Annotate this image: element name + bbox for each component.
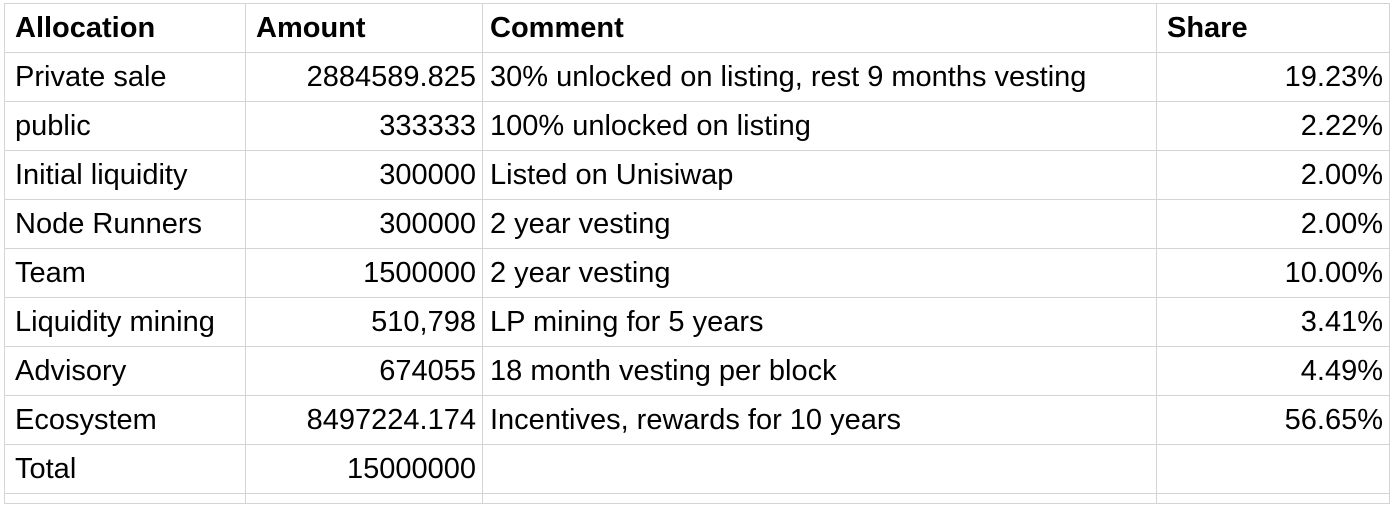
share-cell[interactable]: 10.00% (1156, 248, 1390, 298)
empty-cell[interactable] (245, 493, 483, 504)
share-cell[interactable]: 19.23% (1156, 52, 1390, 102)
share-cell[interactable]: 2.22% (1156, 101, 1390, 151)
comment-cell[interactable]: 100% unlocked on listing (482, 101, 1157, 151)
allocation-cell[interactable]: Ecosystem (4, 395, 246, 445)
share-cell[interactable]: 3.41% (1156, 297, 1390, 347)
comment-cell[interactable]: 18 month vesting per block (482, 346, 1157, 396)
table-row: Ecosystem 8497224.174 Incentives, reward… (4, 395, 1390, 445)
total-amount-cell[interactable]: 15000000 (245, 444, 483, 494)
total-row: Total 15000000 (4, 444, 1390, 494)
allocation-cell[interactable]: Private sale (4, 52, 246, 102)
empty-row (4, 493, 1390, 504)
allocation-cell[interactable]: Team (4, 248, 246, 298)
comment-cell[interactable]: 2 year vesting (482, 199, 1157, 249)
table-row: Team 1500000 2 year vesting 10.00% (4, 248, 1390, 298)
comment-cell[interactable]: 30% unlocked on listing, rest 9 months v… (482, 52, 1157, 102)
total-comment-cell[interactable] (482, 444, 1157, 494)
empty-cell[interactable] (482, 493, 1157, 504)
allocation-cell[interactable]: Advisory (4, 346, 246, 396)
header-share-cell[interactable]: Share (1156, 3, 1390, 53)
share-cell[interactable]: 4.49% (1156, 346, 1390, 396)
comment-cell[interactable]: Listed on Unisiwap (482, 150, 1157, 200)
table-row: Advisory 674055 18 month vesting per blo… (4, 346, 1390, 396)
header-row: Allocation Amount Comment Share (4, 3, 1390, 53)
comment-cell[interactable]: 2 year vesting (482, 248, 1157, 298)
allocation-cell[interactable]: public (4, 101, 246, 151)
total-label-cell[interactable]: Total (4, 444, 246, 494)
amount-cell[interactable]: 510,798 (245, 297, 483, 347)
allocation-table: Allocation Amount Comment Share Private … (4, 3, 1390, 504)
table-row: Initial liquidity 300000 Listed on Unisi… (4, 150, 1390, 200)
share-cell[interactable]: 56.65% (1156, 395, 1390, 445)
amount-cell[interactable]: 8497224.174 (245, 395, 483, 445)
allocation-cell[interactable]: Liquidity mining (4, 297, 246, 347)
comment-cell[interactable]: LP mining for 5 years (482, 297, 1157, 347)
empty-cell[interactable] (4, 493, 246, 504)
allocation-cell[interactable]: Initial liquidity (4, 150, 246, 200)
table-row: public 333333 100% unlocked on listing 2… (4, 101, 1390, 151)
table-row: Node Runners 300000 2 year vesting 2.00% (4, 199, 1390, 249)
header-amount-cell[interactable]: Amount (245, 3, 483, 53)
empty-cell[interactable] (1156, 493, 1390, 504)
share-cell[interactable]: 2.00% (1156, 199, 1390, 249)
total-share-cell[interactable] (1156, 444, 1390, 494)
comment-cell[interactable]: Incentives, rewards for 10 years (482, 395, 1157, 445)
table-row: Liquidity mining 510,798 LP mining for 5… (4, 297, 1390, 347)
header-allocation-cell[interactable]: Allocation (4, 3, 246, 53)
header-comment-cell[interactable]: Comment (482, 3, 1157, 53)
allocation-cell[interactable]: Node Runners (4, 199, 246, 249)
amount-cell[interactable]: 2884589.825 (245, 52, 483, 102)
amount-cell[interactable]: 674055 (245, 346, 483, 396)
amount-cell[interactable]: 1500000 (245, 248, 483, 298)
table-row: Private sale 2884589.825 30% unlocked on… (4, 52, 1390, 102)
amount-cell[interactable]: 300000 (245, 199, 483, 249)
share-cell[interactable]: 2.00% (1156, 150, 1390, 200)
amount-cell[interactable]: 300000 (245, 150, 483, 200)
amount-cell[interactable]: 333333 (245, 101, 483, 151)
